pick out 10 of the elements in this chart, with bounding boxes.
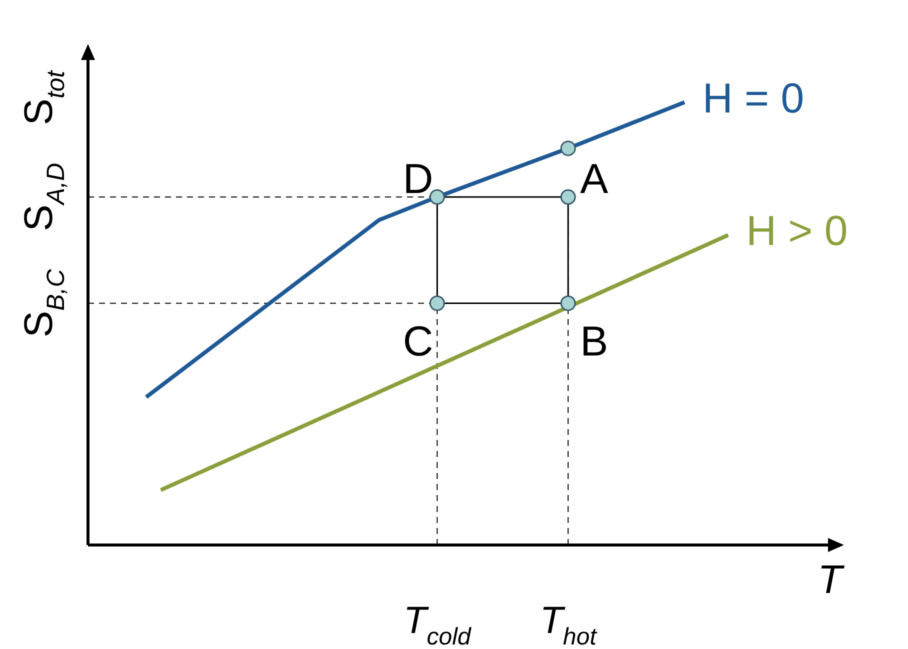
x-axis-title: T <box>818 558 845 602</box>
series-label: H > 0 <box>746 207 848 254</box>
annotation: A <box>580 155 608 202</box>
annotation: C <box>402 317 434 364</box>
ref-line-label: SB,C <box>17 268 70 338</box>
series-label: H = 0 <box>702 74 804 122</box>
annotation: B <box>580 317 608 364</box>
annotation: D <box>402 155 434 202</box>
ref-line-label: SA,D <box>17 162 70 232</box>
y-axis-title: Stot <box>17 70 70 126</box>
